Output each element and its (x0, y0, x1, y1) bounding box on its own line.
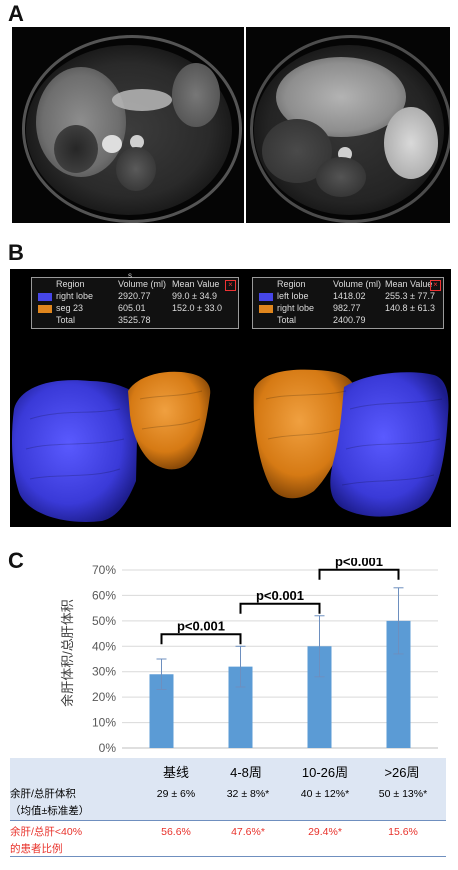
column-header: >26周 (384, 765, 420, 780)
y-tick-label: 30% (92, 665, 116, 679)
close-icon[interactable]: × (225, 280, 236, 291)
right-lobe-render (12, 380, 138, 522)
legend-total-value: 2400.79 (333, 315, 366, 325)
y-tick-label: 0% (99, 741, 117, 755)
row-label-line: 余肝/总肝体积 (10, 788, 76, 800)
legend-header-mean: Mean Value (385, 279, 433, 289)
legend-header-region: Region (56, 279, 85, 289)
y-tick-label: 10% (92, 716, 116, 730)
legend-swatch (38, 293, 52, 301)
table-row-band (10, 784, 446, 820)
y-tick-label: 60% (92, 588, 116, 602)
legend-mean: 255.3 ± 77.7 (385, 291, 435, 301)
table-cell: 29.4%* (308, 826, 342, 838)
table-header-band (10, 758, 446, 784)
panel-label-c: C (8, 548, 24, 573)
table-cell: 32 ± 8%* (226, 788, 270, 800)
close-icon[interactable]: × (430, 280, 441, 291)
row-label-line: 余肝/总肝<40% (10, 826, 83, 838)
legend-total-label: Total (277, 315, 297, 325)
legend-volume: 982.77 (333, 303, 361, 313)
legend-header-volume: Volume (ml) (118, 279, 167, 289)
legend-mean: 99.0 ± 34.9 (172, 291, 217, 301)
row-label: 余肝/总肝<40% 的患者比例 (10, 824, 130, 856)
significance-label: p<0.001 (177, 618, 225, 633)
table-cell: 15.6% (388, 826, 418, 838)
legend-region: left lobe (277, 291, 309, 301)
significance-bracket (318, 568, 400, 580)
legend-region: right lobe (277, 303, 315, 313)
legend-header-mean: Mean Value (172, 279, 220, 289)
legend-mean: 152.0 ± 33.0 (172, 303, 222, 313)
legend-swatch (38, 305, 52, 313)
legend-volume: 1418.02 (333, 291, 366, 301)
legend-total-value: 3525.78 (118, 315, 151, 325)
mri-image-right (246, 27, 450, 223)
row-label-line: （均值±标准差） (10, 805, 90, 817)
table-cell: 47.6%* (231, 826, 265, 838)
y-tick-label: 50% (92, 614, 116, 628)
y-tick-label: 70% (92, 563, 116, 577)
legend-marker-s: s (128, 271, 132, 280)
table-cell: 50 ± 13%* (378, 788, 428, 800)
seg23-render (128, 371, 211, 470)
significance-bracket (160, 633, 242, 645)
significance-bracket (239, 602, 321, 614)
bar-chart: 余肝体积/总肝体积 0% 10% 20% 30% 40% 50% 60% 70% p<0.00… (60, 558, 438, 755)
right-lobe-render-b (253, 369, 355, 499)
column-header: 10-26周 (301, 765, 349, 780)
table-cell: 29 ± 6% (156, 788, 196, 800)
row-label: 余肝/总肝体积 （均值±标准差） (10, 786, 130, 818)
volume-legend-left: s Region Volume (ml) Mean Value right lo… (31, 271, 239, 329)
row-label-line: 的患者比例 (10, 843, 63, 855)
mri-image-left (12, 27, 244, 223)
volume-legend-right: Region Volume (ml) Mean Value left lobe … (252, 277, 444, 329)
y-axis-label: 余肝体积/总肝体积 (60, 599, 75, 707)
legend-swatch (259, 305, 273, 313)
panel-label-a: A (8, 1, 24, 26)
left-lobe-render (330, 372, 449, 517)
panel-label-b: B (8, 240, 24, 265)
legend-mean: 140.8 ± 61.3 (385, 303, 435, 313)
table-cell: 40 ± 12%* (300, 788, 350, 800)
y-tick-label: 40% (92, 639, 116, 653)
liver-3d-render (12, 369, 449, 522)
legend-volume: 605.01 (118, 303, 146, 313)
legend-header-region: Region (277, 279, 306, 289)
column-header: 4-8周 (230, 765, 262, 780)
legend-volume: 2920.77 (118, 291, 151, 301)
legend-total-label: Total (56, 315, 76, 325)
legend-header-volume: Volume (ml) (333, 279, 382, 289)
legend-region: right lobe (56, 291, 94, 301)
significance-label: p<0.001 (335, 558, 383, 569)
row-divider (10, 856, 446, 857)
column-header: 基线 (162, 765, 189, 780)
row-divider (10, 820, 446, 821)
legend-region: seg 23 (56, 303, 84, 313)
significance-label: p<0.001 (256, 588, 304, 603)
y-tick-label: 20% (92, 690, 116, 704)
legend-swatch (259, 293, 273, 301)
volume-render-panel: s Region Volume (ml) Mean Value right lo… (10, 269, 451, 527)
table-cell: 56.6% (161, 826, 191, 838)
